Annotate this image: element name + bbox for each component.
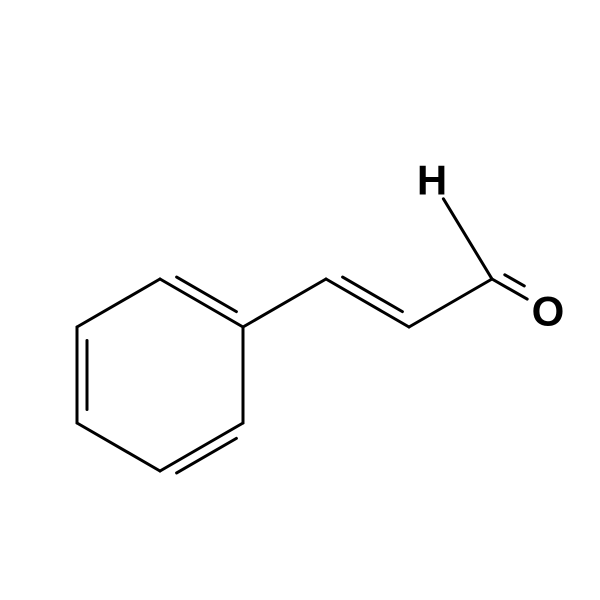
atom-label-o1: O — [532, 288, 565, 335]
atom-label-h1: H — [417, 157, 447, 204]
molecule-canvas: HO — [0, 0, 600, 600]
canvas-background — [0, 0, 600, 600]
